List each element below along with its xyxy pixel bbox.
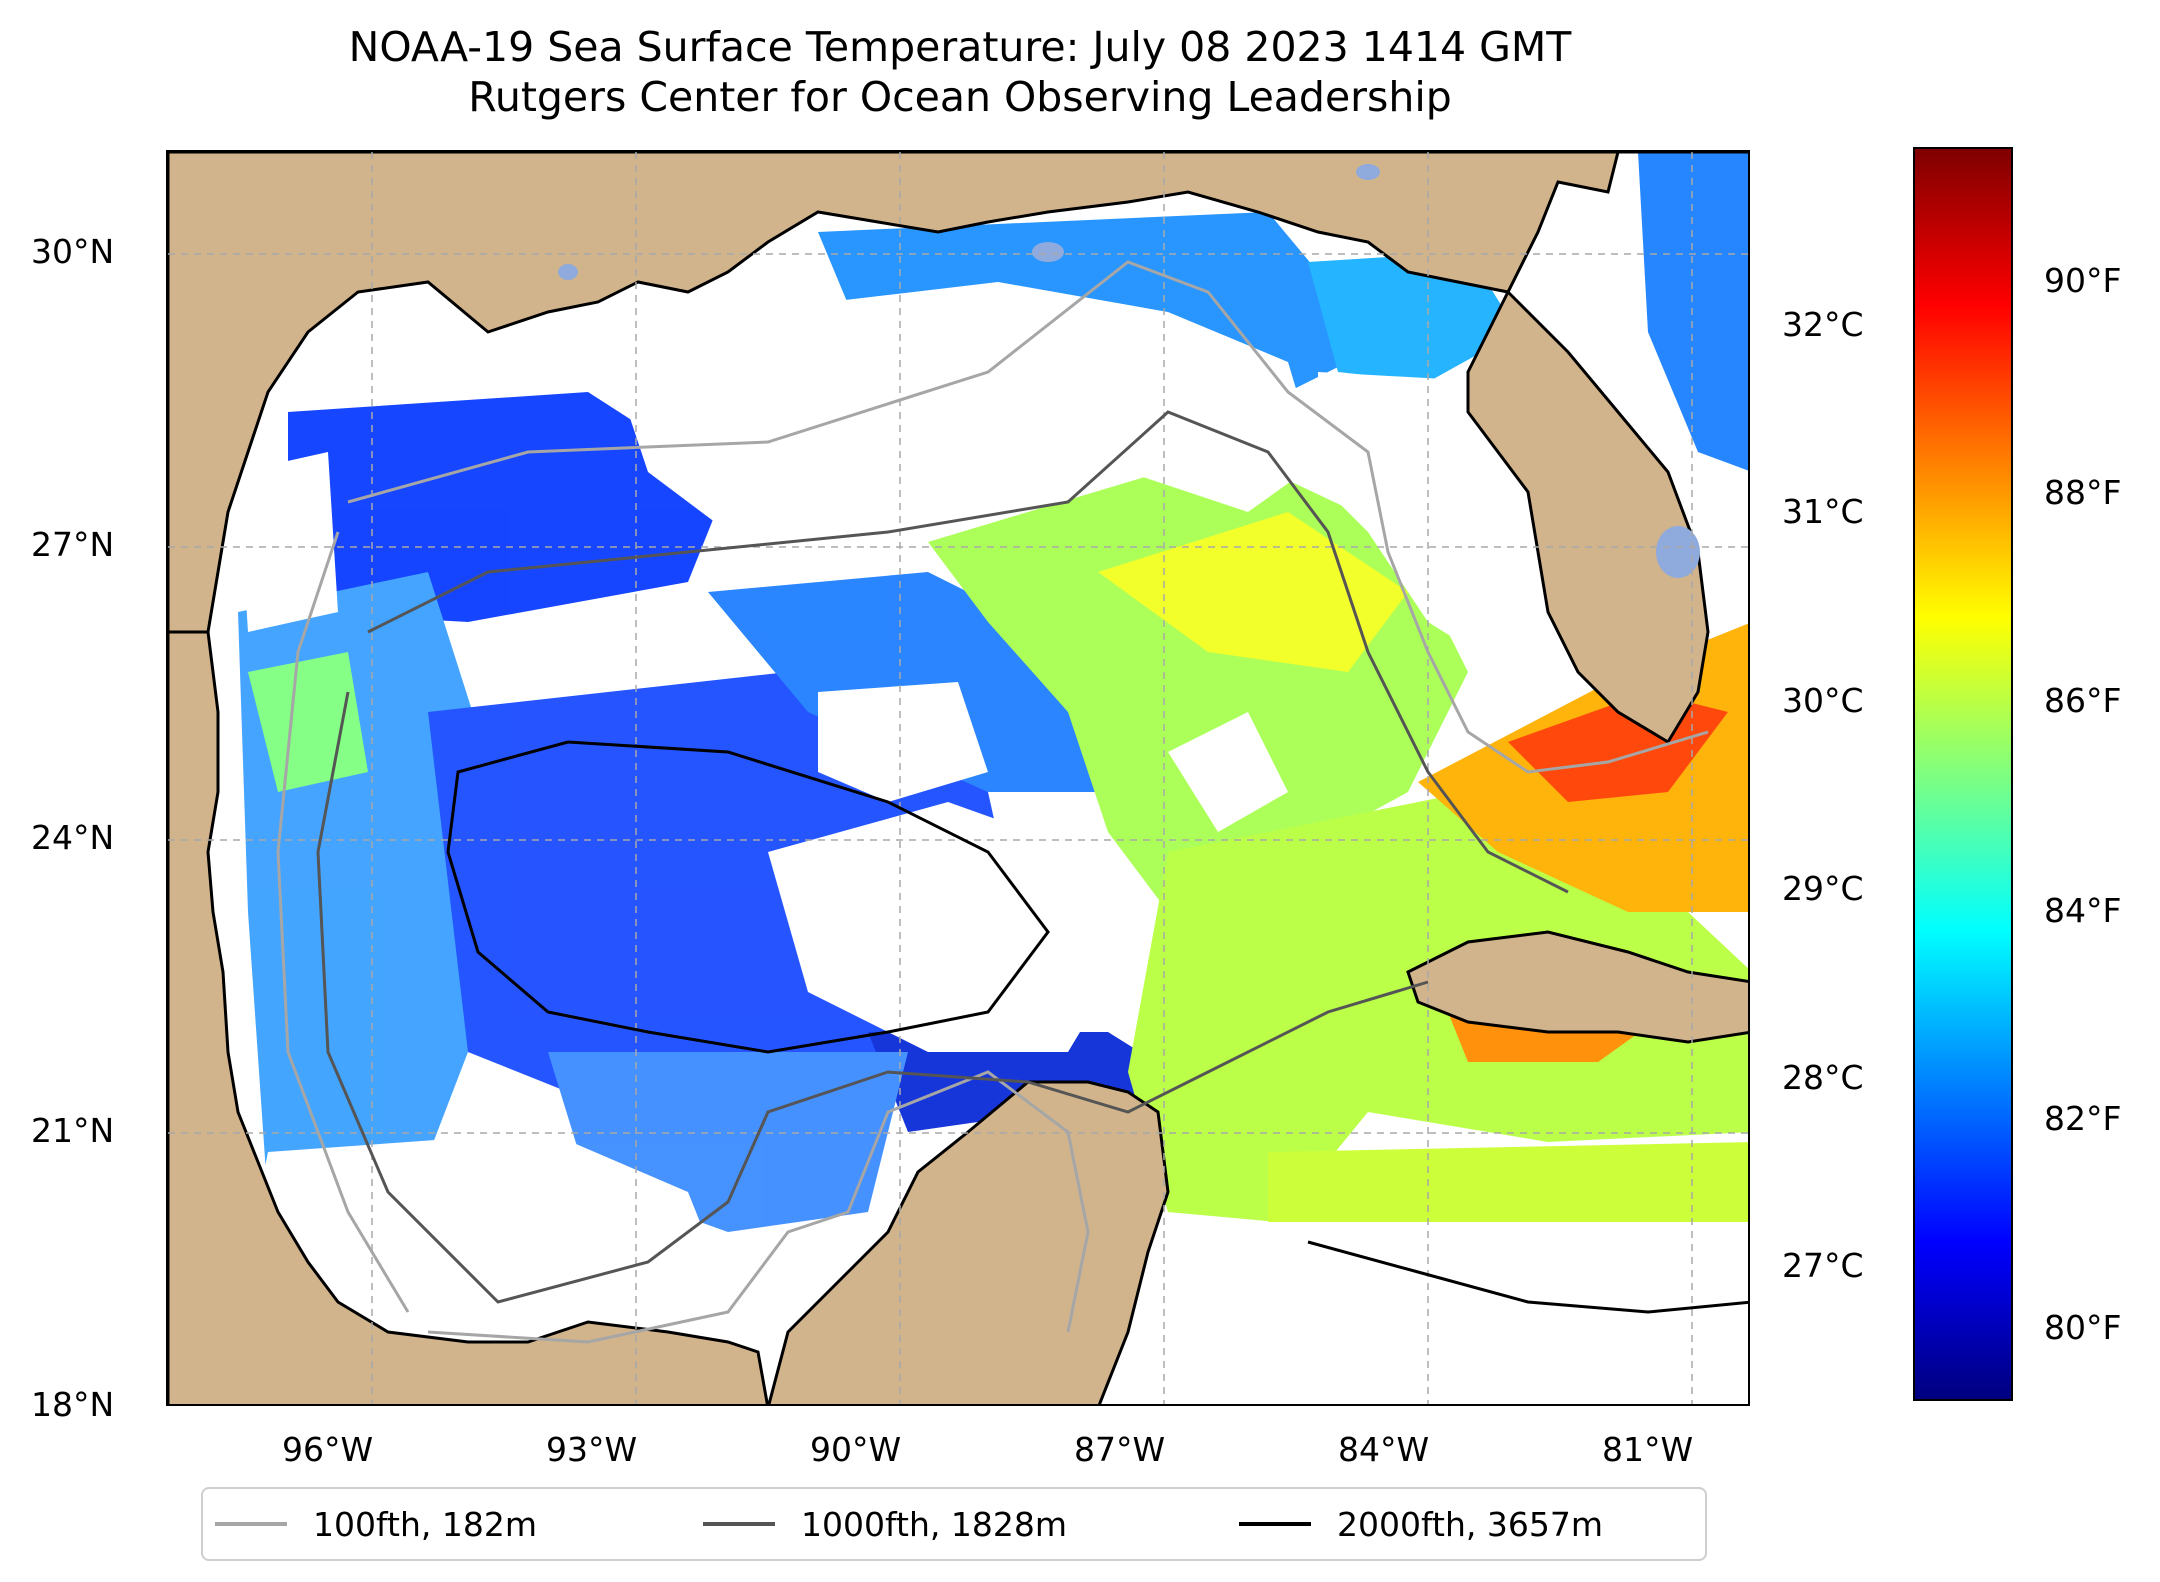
map-canvas xyxy=(168,152,1748,1404)
legend-item-2000fth: 2000fth, 3657m xyxy=(1239,1489,1603,1559)
land-florida xyxy=(1466,289,1710,745)
title-line-2: Rutgers Center for Ocean Observing Leade… xyxy=(468,73,1452,121)
lat-label-27: 27°N xyxy=(31,525,115,564)
cloud-gap-caribbean xyxy=(1228,1222,1748,1404)
title-line-1: NOAA-19 Sea Surface Temperature: July 08… xyxy=(348,23,1572,71)
fahrenheit-label-84: 84°F xyxy=(2044,891,2122,930)
lake-pontchartrain xyxy=(1032,242,1064,262)
cloud-gap-north xyxy=(598,282,1318,532)
cloud-gaps xyxy=(238,282,1748,1404)
lon-label-90w: 90°W xyxy=(810,1430,902,1469)
sst-map xyxy=(166,150,1750,1406)
sst-patch-caribbean xyxy=(1268,1142,1748,1242)
isobath-1000fth xyxy=(316,410,1569,1304)
lon-label-96w: 96°W xyxy=(282,1430,374,1469)
lake-okeechobee xyxy=(1656,526,1700,578)
lat-label-30: 30°N xyxy=(31,232,115,271)
legend-swatch-1000fth xyxy=(703,1522,775,1526)
fahrenheit-label-80: 80°F xyxy=(2044,1308,2122,1347)
lake-small xyxy=(1356,164,1380,180)
lon-label-81w: 81°W xyxy=(1602,1430,1694,1469)
legend-swatch-100fth xyxy=(215,1522,287,1526)
fahrenheit-label-86: 86°F xyxy=(2044,681,2122,720)
fahrenheit-label-90: 90°F xyxy=(2044,261,2122,300)
sst-patch-atlantic xyxy=(1638,152,1748,471)
lat-label-21: 21°N xyxy=(31,1111,115,1150)
celsius-label-28: 28°C xyxy=(1782,1058,1864,1097)
sst-patch-loop-yellow xyxy=(1098,512,1408,672)
celsius-label-30: 30°C xyxy=(1782,681,1864,720)
celsius-label-29: 29°C xyxy=(1782,869,1864,908)
legend-label-2000fth: 2000fth, 3657m xyxy=(1337,1504,1603,1544)
isobath-2000fth xyxy=(446,740,1748,1314)
land-cuba xyxy=(1406,930,1748,1044)
legend-label-100fth: 100fth, 182m xyxy=(313,1504,537,1544)
isobath-100fth xyxy=(276,260,1709,1344)
lon-label-84w: 84°W xyxy=(1338,1430,1430,1469)
legend-swatch-2000fth xyxy=(1239,1522,1311,1526)
chart-title: NOAA-19 Sea Surface Temperature: July 08… xyxy=(0,22,1920,122)
cloud-gap-center-north xyxy=(818,682,988,802)
colorbar xyxy=(1913,147,2013,1401)
lake-texas xyxy=(558,264,578,280)
fahrenheit-label-82: 82°F xyxy=(2044,1099,2122,1138)
lat-label-24: 24°N xyxy=(31,818,115,857)
lat-label-18: 18°N xyxy=(31,1385,115,1424)
graticule xyxy=(168,152,1748,1404)
cloud-gap-yucatan xyxy=(1168,712,1288,832)
celsius-label-27: 27°C xyxy=(1782,1246,1864,1285)
lakes xyxy=(558,164,1700,578)
lon-label-87w: 87°W xyxy=(1074,1430,1166,1469)
celsius-label-32: 32°C xyxy=(1782,305,1864,344)
sst-patch-west-green xyxy=(248,652,368,792)
celsius-label-31: 31°C xyxy=(1782,492,1864,531)
legend-item-1000fth: 1000fth, 1828m xyxy=(703,1489,1067,1559)
cloud-gap-west xyxy=(238,452,338,632)
fahrenheit-label-88: 88°F xyxy=(2044,473,2122,512)
legend-item-100fth: 100fth, 182m xyxy=(215,1489,537,1559)
land-mexico-west xyxy=(168,630,769,1404)
cloud-gap-center xyxy=(768,802,1128,1052)
isobaths xyxy=(276,260,1748,1344)
lon-label-93w: 93°W xyxy=(546,1430,638,1469)
legend-label-1000fth: 1000fth, 1828m xyxy=(801,1504,1067,1544)
isobath-legend: 100fth, 182m 1000fth, 1828m 2000fth, 365… xyxy=(201,1487,1707,1561)
